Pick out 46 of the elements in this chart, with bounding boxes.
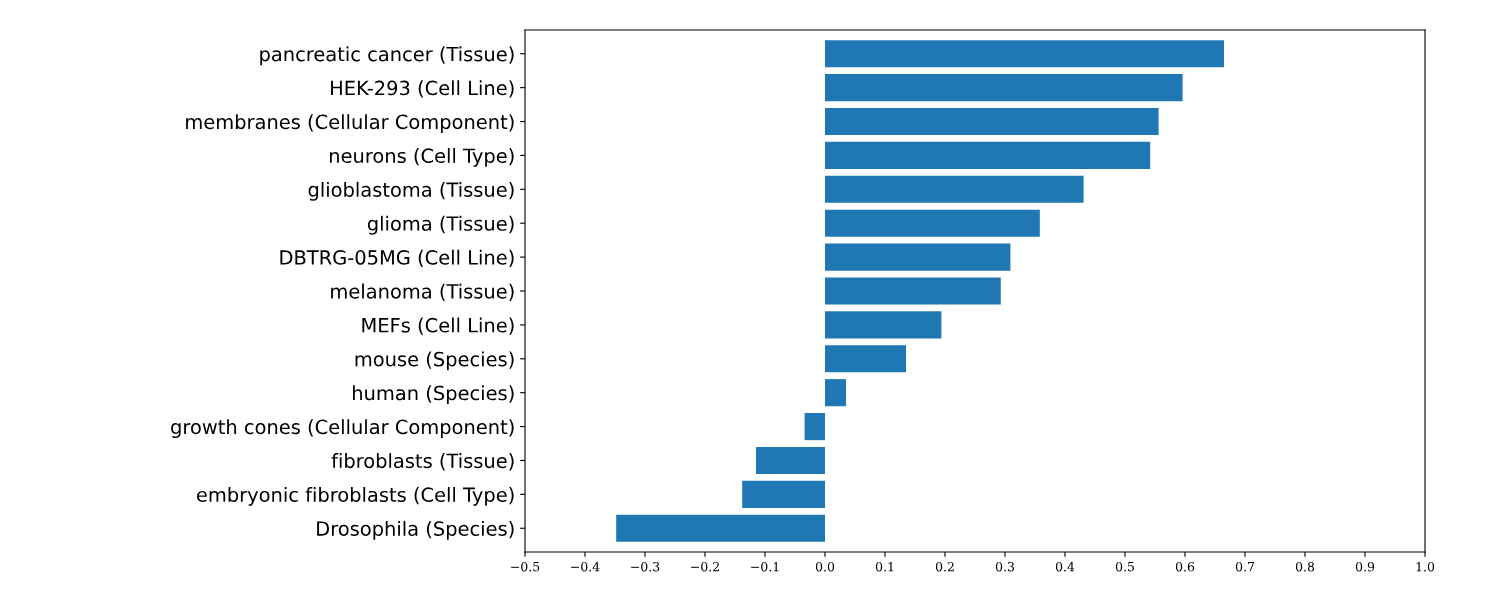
x-tick-label: 0.1 bbox=[875, 561, 894, 572]
bar bbox=[825, 141, 1151, 169]
bar bbox=[825, 243, 1011, 271]
bar bbox=[825, 175, 1084, 203]
x-tick-label: −0.3 bbox=[631, 561, 660, 572]
x-tick-label: −0.4 bbox=[571, 561, 600, 572]
x-tick-label: 0.5 bbox=[1115, 561, 1134, 572]
x-tick-label: 0.7 bbox=[1235, 561, 1255, 572]
y-tick-label: human (Species) bbox=[353, 385, 514, 405]
y-tick-label: glioma (Tissue) bbox=[367, 215, 514, 235]
x-tick-label: 0.9 bbox=[1355, 561, 1375, 572]
y-tick-label: HEK-293 (Cell Line) bbox=[331, 80, 514, 98]
x-tick-label: 0.6 bbox=[1175, 561, 1195, 572]
y-tick-label: membranes (Cellular Component) bbox=[186, 114, 514, 133]
bar bbox=[825, 379, 846, 407]
bar bbox=[825, 40, 1224, 68]
bar bbox=[825, 209, 1040, 237]
y-tick-label: embryonic fibroblasts (Cell Type) bbox=[196, 486, 514, 506]
y-tick-label: DBTRG-05MG (Cell Line) bbox=[280, 249, 514, 268]
bar bbox=[756, 446, 825, 475]
bar bbox=[616, 514, 825, 542]
y-tick-label: growth cones (Cellular Component) bbox=[171, 419, 514, 439]
bar bbox=[825, 277, 1001, 305]
y-tick-label: pancreatic cancer (Tissue) bbox=[260, 46, 514, 66]
bar bbox=[742, 480, 825, 508]
x-tick-label: 0.0 bbox=[815, 561, 835, 572]
x-tick-label: 1.0 bbox=[1416, 561, 1435, 572]
bar bbox=[825, 311, 942, 339]
x-tick-label: 0.8 bbox=[1295, 561, 1315, 572]
x-tick-label: 0.2 bbox=[935, 561, 954, 572]
y-tick-label: melanoma (Tissue) bbox=[331, 283, 514, 301]
y-tick-label: MEFs (Cell Line) bbox=[362, 317, 514, 335]
y-tick-label: Drosophila (Species) bbox=[317, 520, 514, 540]
x-tick-label: 0.4 bbox=[1055, 561, 1075, 572]
bar bbox=[825, 107, 1159, 136]
y-tick-label: mouse (Species) bbox=[355, 351, 514, 371]
x-tick-label: −0.2 bbox=[691, 561, 719, 572]
y-tick-label: neurons (Cell Type) bbox=[329, 148, 514, 167]
x-tick-label: −0.1 bbox=[751, 561, 779, 572]
x-tick-label: 0.3 bbox=[995, 561, 1015, 572]
x-tick-label: −0.5 bbox=[511, 561, 540, 572]
bar bbox=[825, 74, 1183, 102]
bar bbox=[825, 345, 906, 373]
y-tick-label: glioblastoma (Tissue) bbox=[308, 181, 514, 201]
y-tick-label: fibroblasts (Tissue) bbox=[331, 453, 514, 471]
bar bbox=[804, 413, 825, 441]
